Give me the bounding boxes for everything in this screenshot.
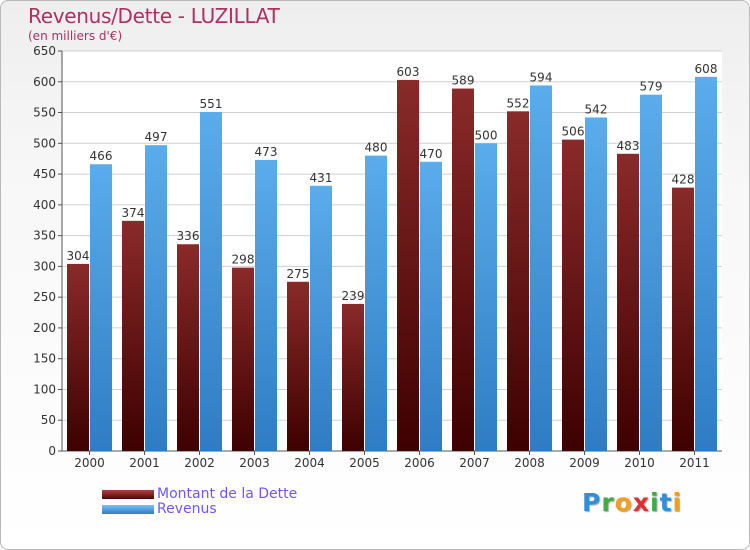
y-tick-label: 50 [41, 413, 56, 427]
x-tick-label: 2002 [184, 456, 215, 470]
bar-dette [67, 263, 89, 451]
logo-letter: o [614, 488, 633, 517]
bar-revenus [530, 85, 552, 451]
bar-dette [452, 88, 474, 452]
y-tick-label: 500 [33, 136, 56, 150]
legend-swatch-revenus [102, 505, 154, 514]
data-label-revenus: 480 [365, 141, 388, 155]
x-tick-label: 2000 [74, 456, 105, 470]
data-label-revenus: 500 [475, 128, 498, 142]
bar-revenus [365, 155, 387, 451]
y-tick-label: 300 [33, 259, 56, 273]
x-tick-label: 2011 [679, 456, 710, 470]
bar-revenus [695, 76, 717, 451]
x-tick-label: 2006 [404, 456, 435, 470]
bar-dette [287, 281, 309, 451]
bar-revenus [585, 117, 607, 451]
data-label-dette: 506 [562, 125, 585, 139]
bar-revenus [200, 111, 222, 451]
y-tick-label: 350 [33, 229, 56, 243]
logo-letter: i [650, 488, 660, 517]
x-tick-label: 2005 [349, 456, 380, 470]
chart-title: Revenus/Dette - LUZILLAT [28, 4, 280, 28]
data-label-dette: 275 [287, 267, 310, 281]
y-tick-label: 650 [33, 44, 56, 58]
bar-revenus [310, 185, 332, 451]
bar-revenus [90, 164, 112, 451]
bar-revenus [145, 145, 167, 451]
bar-revenus [255, 159, 277, 451]
bar-revenus [640, 94, 662, 451]
legend-label-dette: Montant de la Dette [157, 486, 298, 502]
logo-letter: r [601, 488, 615, 517]
data-label-revenus: 594 [530, 70, 553, 84]
data-label-dette: 298 [232, 253, 255, 267]
x-tick-label: 2004 [294, 456, 325, 470]
y-tick-label: 250 [33, 290, 56, 304]
legend-label-revenus: Revenus [157, 501, 217, 517]
data-label-revenus: 579 [640, 80, 663, 94]
bar-dette [617, 153, 639, 451]
data-label-revenus: 608 [695, 62, 718, 76]
y-tick-label: 600 [33, 75, 56, 89]
bar-revenus [475, 143, 497, 452]
bar-dette [122, 220, 144, 451]
bar-dette [507, 111, 529, 452]
logo-letter: t [659, 488, 673, 517]
logo-letter: x [632, 488, 650, 517]
legend-swatch-dette [102, 490, 154, 499]
y-tick-label: 0 [48, 444, 56, 458]
x-tick-label: 2001 [129, 456, 160, 470]
data-label-dette: 374 [122, 206, 145, 220]
y-tick-label: 450 [33, 167, 56, 181]
data-label-revenus: 470 [420, 147, 443, 161]
y-tick-label: 200 [33, 321, 56, 335]
data-label-dette: 552 [507, 96, 530, 110]
data-label-revenus: 542 [585, 102, 608, 116]
data-label-revenus: 551 [200, 97, 223, 111]
proxiti-logo[interactable]: Proxiti [582, 488, 682, 517]
data-label-dette: 483 [617, 139, 640, 153]
y-tick-label: 150 [33, 352, 56, 366]
logo-letter: P [582, 488, 602, 517]
y-tick-label: 400 [33, 198, 56, 212]
x-tick-label: 2009 [569, 456, 600, 470]
y-tick-label: 550 [33, 106, 56, 120]
bar-dette [177, 244, 199, 451]
chart-subtitle: (en milliers d'€) [28, 29, 123, 43]
data-label-dette: 428 [672, 173, 695, 187]
plot-area [62, 51, 722, 451]
bar-dette [232, 267, 254, 451]
bar-dette [562, 139, 584, 451]
bar-dette [672, 187, 694, 451]
x-tick-label: 2007 [459, 456, 490, 470]
data-label-revenus: 466 [90, 149, 113, 163]
x-tick-label: 2010 [624, 456, 655, 470]
bar-dette [342, 303, 364, 451]
data-label-dette: 304 [67, 249, 90, 263]
y-tick-label: 100 [33, 382, 56, 396]
data-label-dette: 589 [452, 74, 475, 88]
x-tick-label: 2003 [239, 456, 270, 470]
data-label-dette: 603 [397, 65, 420, 79]
data-label-revenus: 473 [255, 145, 278, 159]
bar-revenus [420, 161, 442, 451]
data-label-dette: 239 [342, 289, 365, 303]
bar-dette [397, 79, 419, 451]
data-label-revenus: 497 [145, 130, 168, 144]
x-tick-label: 2008 [514, 456, 545, 470]
data-label-revenus: 431 [310, 171, 333, 185]
data-label-dette: 336 [177, 229, 200, 243]
logo-letter: i [672, 488, 683, 517]
